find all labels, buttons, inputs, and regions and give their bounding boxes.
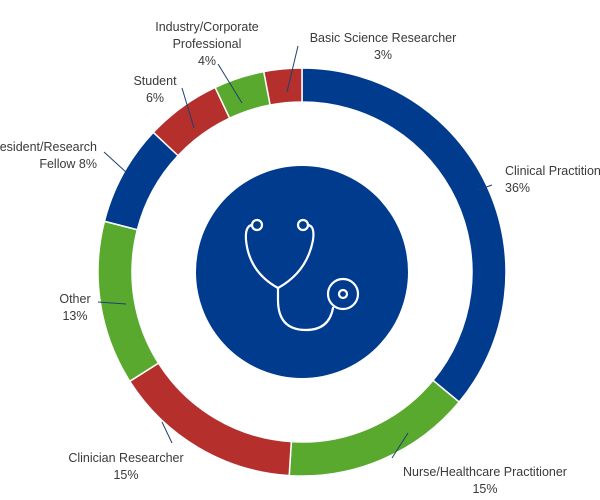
slice-label-line: 15% xyxy=(113,468,138,482)
slice-label-line: Clinical Practitioner xyxy=(505,164,600,178)
donut-slice xyxy=(103,131,180,231)
slice-label-line: 6% xyxy=(146,91,164,105)
slice-label-line: Clinician Researcher xyxy=(68,451,183,465)
leader-line xyxy=(181,87,195,129)
donut-slice xyxy=(97,220,160,383)
leader-line xyxy=(286,45,299,93)
slice-labels: Clinical Practitioner 36% Nurse/Healthcare… xyxy=(0,20,600,496)
slice-label-line: Professional xyxy=(173,37,242,51)
donut-slice xyxy=(288,379,461,477)
leader-line xyxy=(103,151,128,174)
slice-label: Student 6% xyxy=(133,74,177,105)
slice-label-line: Nurse/Healthcare Practitioner xyxy=(403,465,567,479)
leader-line xyxy=(161,421,173,444)
slice-label: Other 13% xyxy=(59,292,90,323)
donut-slices xyxy=(97,67,507,477)
slice-label-line: 3% xyxy=(374,48,392,62)
leader-line xyxy=(97,301,127,305)
slice-label-line: Fellow 8% xyxy=(39,157,97,171)
donut-slice xyxy=(262,67,303,106)
slice-label-line: 4% xyxy=(198,54,216,68)
slice-label-line: 15% xyxy=(472,482,497,496)
leader-line xyxy=(217,63,243,104)
slice-label-line: 13% xyxy=(62,309,87,323)
slice-label: Industry/Corporate Professional 4% xyxy=(155,20,259,68)
slice-label: Basic Science Researcher 3% xyxy=(310,31,457,62)
slice-label: Resident/Research Fellow 8% xyxy=(0,140,97,171)
stethoscope-icon xyxy=(244,218,360,332)
slice-label-line: Basic Science Researcher xyxy=(310,31,457,45)
slice-label-line: Student xyxy=(133,74,177,88)
slice-label-line: Resident/Research xyxy=(0,140,97,154)
center-disc xyxy=(196,166,408,378)
slice-label: Clinician Researcher 15% xyxy=(68,451,183,482)
slice-label-line: Other xyxy=(59,292,90,306)
slice-label-line: Industry/Corporate xyxy=(155,20,259,34)
leader-line xyxy=(391,432,409,459)
slice-label-line: 36% xyxy=(505,181,530,195)
leader-line xyxy=(477,184,493,191)
label-leader-lines xyxy=(97,45,493,459)
slice-label: Nurse/Healthcare Practitioner 15% xyxy=(403,465,567,496)
slice-label: Clinical Practitioner 36% xyxy=(505,164,600,195)
